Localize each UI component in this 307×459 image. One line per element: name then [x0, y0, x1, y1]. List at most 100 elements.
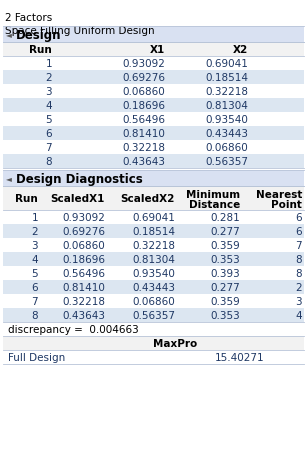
Text: X1: X1: [150, 45, 165, 55]
Bar: [3, 252, 304, 266]
Text: 0.81410: 0.81410: [62, 282, 105, 292]
Bar: [3, 85, 304, 99]
Text: 5: 5: [31, 269, 38, 279]
Text: 0.06860: 0.06860: [62, 241, 105, 251]
Bar: [3, 99, 304, 113]
Text: Run: Run: [29, 45, 52, 55]
Text: 0.43443: 0.43443: [132, 282, 175, 292]
Bar: [3, 211, 304, 224]
Text: 3: 3: [295, 297, 302, 306]
Text: 0.359: 0.359: [210, 297, 240, 306]
Text: ◄: ◄: [6, 30, 12, 39]
Text: 3: 3: [45, 87, 52, 97]
Text: 15.40271: 15.40271: [215, 352, 265, 362]
Bar: [3, 43, 304, 57]
Bar: [3, 336, 304, 350]
Bar: [3, 224, 304, 239]
Text: 0.18514: 0.18514: [205, 73, 248, 83]
Text: 0.43643: 0.43643: [62, 310, 105, 320]
Bar: [3, 127, 304, 141]
Text: 0.06860: 0.06860: [132, 297, 175, 306]
Text: 6: 6: [45, 129, 52, 139]
Text: 0.18696: 0.18696: [122, 101, 165, 111]
Text: 0.353: 0.353: [210, 254, 240, 264]
Text: 0.69041: 0.69041: [205, 59, 248, 69]
Text: 0.32218: 0.32218: [122, 143, 165, 153]
Text: 0.93540: 0.93540: [205, 115, 248, 125]
Text: 6: 6: [295, 213, 302, 223]
Text: 0.393: 0.393: [210, 269, 240, 279]
Text: Run: Run: [15, 194, 38, 203]
Text: 7: 7: [31, 297, 38, 306]
Text: 0.81410: 0.81410: [122, 129, 165, 139]
Text: 2: 2: [295, 282, 302, 292]
Text: 0.43643: 0.43643: [122, 157, 165, 167]
Text: Design Diagnostics: Design Diagnostics: [16, 172, 143, 185]
Bar: [3, 239, 304, 252]
Bar: [3, 308, 304, 322]
Text: Full Design: Full Design: [8, 352, 65, 362]
Text: 0.56496: 0.56496: [122, 115, 165, 125]
Text: 2 Factors: 2 Factors: [5, 13, 52, 23]
Bar: [3, 171, 304, 187]
Text: 0.277: 0.277: [210, 282, 240, 292]
Text: 0.06860: 0.06860: [122, 87, 165, 97]
Text: 0.18696: 0.18696: [62, 254, 105, 264]
Bar: [3, 27, 304, 43]
Bar: [3, 57, 304, 71]
Text: 4: 4: [31, 254, 38, 264]
Text: 2: 2: [45, 73, 52, 83]
Text: ScaledX1: ScaledX1: [51, 194, 105, 203]
Text: 8: 8: [31, 310, 38, 320]
Text: ◄: ◄: [6, 174, 12, 183]
Bar: [3, 266, 304, 280]
Text: 7: 7: [295, 241, 302, 251]
Text: 5: 5: [45, 115, 52, 125]
Text: 4: 4: [45, 101, 52, 111]
Text: 0.353: 0.353: [210, 310, 240, 320]
Text: Distance: Distance: [189, 199, 240, 209]
Bar: [3, 71, 304, 85]
Text: 2: 2: [31, 226, 38, 236]
Text: 0.93092: 0.93092: [122, 59, 165, 69]
Text: 1: 1: [45, 59, 52, 69]
Text: MaxPro: MaxPro: [153, 338, 197, 348]
Text: Design: Design: [16, 28, 61, 41]
Text: 8: 8: [295, 254, 302, 264]
Bar: [3, 187, 304, 211]
Text: 1: 1: [31, 213, 38, 223]
Text: Space Filling Uniform Design: Space Filling Uniform Design: [5, 26, 155, 36]
Text: 0.32218: 0.32218: [62, 297, 105, 306]
Text: 0.81304: 0.81304: [132, 254, 175, 264]
Text: 6: 6: [295, 226, 302, 236]
Text: 0.43443: 0.43443: [205, 129, 248, 139]
Text: 8: 8: [45, 157, 52, 167]
Text: 0.359: 0.359: [210, 241, 240, 251]
Text: 0.281: 0.281: [210, 213, 240, 223]
Text: 0.93092: 0.93092: [62, 213, 105, 223]
Text: Minimum: Minimum: [186, 190, 240, 200]
Bar: [3, 155, 304, 168]
Text: 8: 8: [295, 269, 302, 279]
Text: 0.32218: 0.32218: [205, 87, 248, 97]
Text: 3: 3: [31, 241, 38, 251]
Text: 0.56357: 0.56357: [132, 310, 175, 320]
Text: X2: X2: [233, 45, 248, 55]
Bar: [3, 350, 304, 364]
Text: 0.56496: 0.56496: [62, 269, 105, 279]
Text: 0.32218: 0.32218: [132, 241, 175, 251]
Bar: [3, 280, 304, 294]
Text: 6: 6: [31, 282, 38, 292]
Text: 0.93540: 0.93540: [132, 269, 175, 279]
Bar: [3, 294, 304, 308]
Text: discrepancy =  0.004663: discrepancy = 0.004663: [8, 325, 139, 334]
Bar: [3, 141, 304, 155]
Text: ScaledX2: ScaledX2: [121, 194, 175, 203]
Text: 4: 4: [295, 310, 302, 320]
Text: Point: Point: [271, 199, 302, 209]
Text: 0.06860: 0.06860: [205, 143, 248, 153]
Text: 0.69276: 0.69276: [122, 73, 165, 83]
Text: 7: 7: [45, 143, 52, 153]
Text: 0.56357: 0.56357: [205, 157, 248, 167]
Bar: [3, 113, 304, 127]
